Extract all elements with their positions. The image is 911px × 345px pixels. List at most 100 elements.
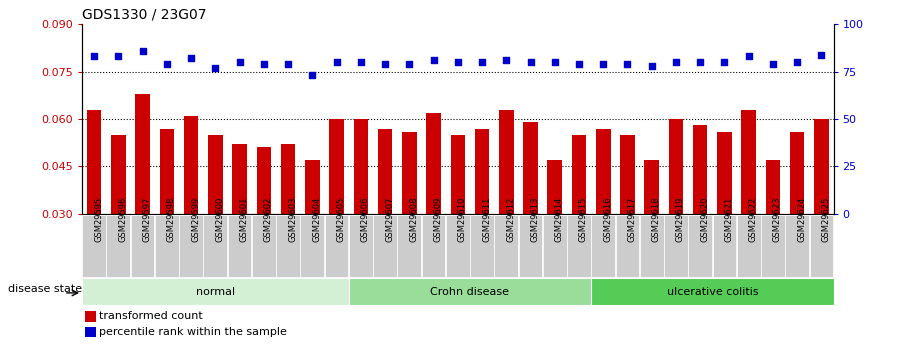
Point	[136, 48, 150, 53]
Bar	[596, 128, 610, 214]
Text: GSM29595: GSM29595	[94, 196, 103, 241]
Text: GSM29622: GSM29622	[749, 196, 758, 242]
Text: GSM29618: GSM29618	[651, 196, 660, 242]
Point	[790, 59, 804, 65]
Point	[451, 59, 466, 65]
Text: GSM29614: GSM29614	[555, 196, 564, 242]
Bar	[548, 160, 562, 214]
Text: disease state: disease state	[8, 284, 82, 294]
Bar	[572, 135, 587, 214]
FancyBboxPatch shape	[761, 215, 785, 277]
FancyBboxPatch shape	[301, 215, 324, 277]
Bar	[475, 128, 489, 214]
Point	[596, 61, 610, 67]
Point	[111, 53, 126, 59]
FancyBboxPatch shape	[664, 215, 688, 277]
Text: GSM29623: GSM29623	[773, 196, 782, 242]
Bar	[693, 125, 708, 214]
Point	[814, 52, 829, 57]
Bar	[329, 119, 343, 214]
Point	[620, 61, 635, 67]
Point	[353, 59, 368, 65]
Bar	[523, 122, 537, 214]
FancyBboxPatch shape	[495, 215, 518, 277]
Point	[475, 59, 489, 65]
FancyBboxPatch shape	[130, 215, 155, 277]
Text: GSM29608: GSM29608	[409, 196, 418, 242]
FancyBboxPatch shape	[252, 215, 276, 277]
Text: GSM29596: GSM29596	[118, 196, 128, 242]
Bar	[305, 160, 320, 214]
Point	[426, 57, 441, 63]
Text: GSM29599: GSM29599	[191, 196, 200, 241]
Text: GSM29611: GSM29611	[482, 196, 491, 242]
FancyBboxPatch shape	[349, 215, 373, 277]
Point	[87, 53, 101, 59]
Bar	[281, 144, 295, 214]
Text: GSM29597: GSM29597	[143, 196, 151, 242]
Text: GSM29617: GSM29617	[628, 196, 637, 242]
Point	[742, 53, 756, 59]
Point	[378, 61, 393, 67]
Point	[257, 61, 271, 67]
FancyBboxPatch shape	[324, 215, 348, 277]
Point	[305, 72, 320, 78]
Bar	[814, 119, 829, 214]
Bar	[159, 128, 174, 214]
FancyBboxPatch shape	[591, 278, 834, 305]
Bar	[499, 109, 514, 214]
FancyBboxPatch shape	[470, 215, 494, 277]
Bar	[451, 135, 465, 214]
Bar	[85, 311, 96, 322]
FancyBboxPatch shape	[616, 215, 640, 277]
Bar	[184, 116, 199, 214]
Text: GSM29607: GSM29607	[385, 196, 394, 242]
Text: Crohn disease: Crohn disease	[430, 287, 509, 296]
Text: GSM29605: GSM29605	[336, 196, 345, 242]
Point	[402, 61, 416, 67]
Point	[159, 61, 174, 67]
Text: GSM29621: GSM29621	[724, 196, 733, 242]
Bar	[257, 147, 271, 214]
Text: GSM29603: GSM29603	[288, 196, 297, 242]
Bar	[87, 109, 101, 214]
Bar	[136, 94, 150, 214]
Bar	[620, 135, 635, 214]
Bar	[353, 119, 368, 214]
Bar	[790, 132, 804, 214]
FancyBboxPatch shape	[640, 215, 663, 277]
FancyBboxPatch shape	[397, 215, 421, 277]
Text: GSM29604: GSM29604	[312, 196, 322, 242]
Text: transformed count: transformed count	[99, 312, 203, 321]
Point	[669, 59, 683, 65]
Bar	[111, 135, 126, 214]
FancyBboxPatch shape	[689, 215, 712, 277]
Point	[548, 59, 562, 65]
Point	[499, 57, 514, 63]
FancyBboxPatch shape	[737, 215, 761, 277]
Point	[184, 56, 199, 61]
FancyBboxPatch shape	[445, 215, 470, 277]
Text: GSM29601: GSM29601	[240, 196, 249, 242]
Text: GSM29616: GSM29616	[603, 196, 612, 242]
FancyBboxPatch shape	[203, 215, 227, 277]
FancyBboxPatch shape	[543, 215, 567, 277]
Text: GSM29602: GSM29602	[264, 196, 272, 242]
Text: GSM29620: GSM29620	[701, 196, 710, 242]
Bar	[426, 113, 441, 214]
Point	[765, 61, 780, 67]
Text: normal: normal	[196, 287, 235, 296]
Text: GSM29600: GSM29600	[215, 196, 224, 242]
Text: GSM29615: GSM29615	[579, 196, 588, 242]
Text: GSM29610: GSM29610	[458, 196, 466, 242]
Bar	[669, 119, 683, 214]
Text: percentile rank within the sample: percentile rank within the sample	[99, 327, 287, 337]
FancyBboxPatch shape	[349, 278, 591, 305]
Text: GSM29606: GSM29606	[361, 196, 370, 242]
Text: GDS1330 / 23G07: GDS1330 / 23G07	[82, 8, 207, 22]
FancyBboxPatch shape	[712, 215, 736, 277]
Text: GSM29624: GSM29624	[797, 196, 806, 242]
Text: GSM29619: GSM29619	[676, 196, 685, 242]
Bar	[765, 160, 780, 214]
Bar	[644, 160, 659, 214]
